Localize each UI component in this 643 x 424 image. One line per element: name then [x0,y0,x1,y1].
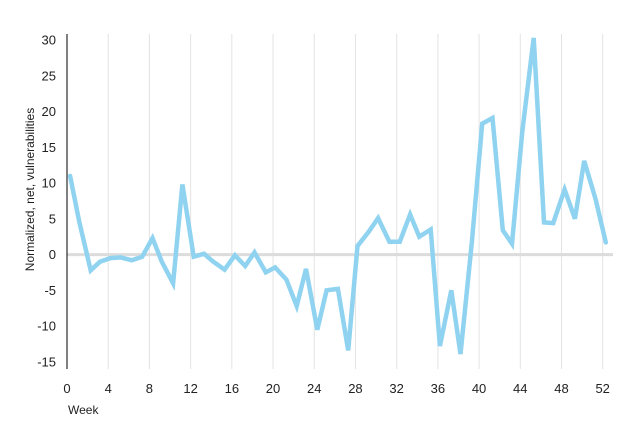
y-tick-label: -5 [44,283,56,298]
y-tick-label: 0 [49,247,56,262]
series-layer [67,37,609,355]
x-tick-labels: 0 4 8 12 16 20 24 28 32 36 40 44 48 52 [63,381,610,396]
x-tick-label: 44 [513,381,527,396]
x-axis-title: Week [68,403,99,417]
x-tick-label: 52 [595,381,609,396]
y-tick-label: 30 [42,33,56,48]
grid-layer [107,34,604,369]
x-tick-label: 48 [554,381,568,396]
y-tick-label: 25 [42,68,56,83]
x-tick-label: 32 [389,381,403,396]
series-line [67,37,609,355]
y-tick-labels: 30 25 20 15 10 5 0 -5 -10 -15 [37,33,56,370]
y-tick-label: 10 [42,176,56,191]
x-tick-label: 0 [63,381,70,396]
y-tick-label: 5 [49,211,56,226]
y-tick-label: 20 [42,104,56,119]
x-tick-label: 20 [266,381,280,396]
x-tick-label: 16 [225,381,239,396]
x-tick-label: 4 [105,381,112,396]
y-tick-label: 15 [42,140,56,155]
x-tick-label: 40 [472,381,486,396]
x-tick-label: 24 [307,381,321,396]
y-axis-title: Normalized, net, vulnerabilities [23,108,37,271]
x-tick-label: 8 [146,381,153,396]
x-tick-label: 28 [348,381,362,396]
x-tick-label: 36 [431,381,445,396]
y-tick-label: -15 [37,354,56,369]
x-tick-label: 12 [183,381,197,396]
y-tick-label: -10 [37,319,56,334]
